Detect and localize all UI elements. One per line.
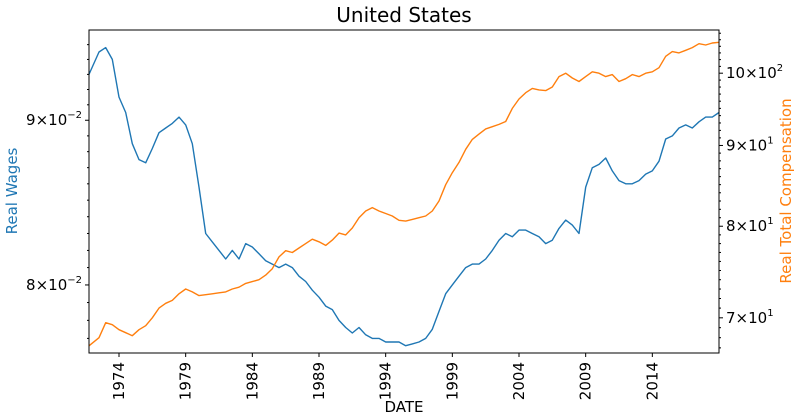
y-tick-label: 7×101: [726, 308, 774, 327]
x-tick-label: 1999: [443, 362, 461, 400]
series-line-real-wages: [88, 46, 720, 347]
x-tick-label: 2014: [643, 362, 661, 400]
y-tick-label: 10×102: [726, 63, 783, 82]
y-tick-label: 8×10−2: [26, 275, 82, 294]
y-axis-right-label: Real Total Compensation: [777, 98, 795, 283]
x-tick-label: 1974: [110, 362, 128, 400]
x-tick-label: 2009: [577, 362, 595, 400]
y-tick-label: 9×10−2: [26, 110, 82, 129]
x-tick-label: 2004: [510, 362, 528, 400]
x-tick-label: 1979: [177, 362, 195, 400]
y-axis-left-label: Real Wages: [3, 147, 21, 234]
y-axis-right: 7×101 8×101 9×101 10×102: [719, 32, 783, 349]
x-axis: 1974 1979 1984 1989 1994 1999 2004 2009 2014: [110, 353, 661, 400]
y-tick-label: 9×101: [726, 135, 774, 154]
series-layer: [88, 41, 720, 347]
y-tick-label: 8×101: [726, 216, 774, 235]
x-axis-label: DATE: [384, 398, 423, 416]
y-axis-left: 8×10−2 9×10−2: [26, 44, 89, 339]
x-tick-label: 1989: [310, 362, 328, 400]
chart-title: United States: [336, 3, 471, 27]
x-tick-label: 1994: [377, 362, 395, 400]
series-line-real-total-compensation: [88, 41, 720, 347]
x-tick-label: 1984: [243, 362, 261, 400]
plot-frame: [88, 29, 720, 354]
